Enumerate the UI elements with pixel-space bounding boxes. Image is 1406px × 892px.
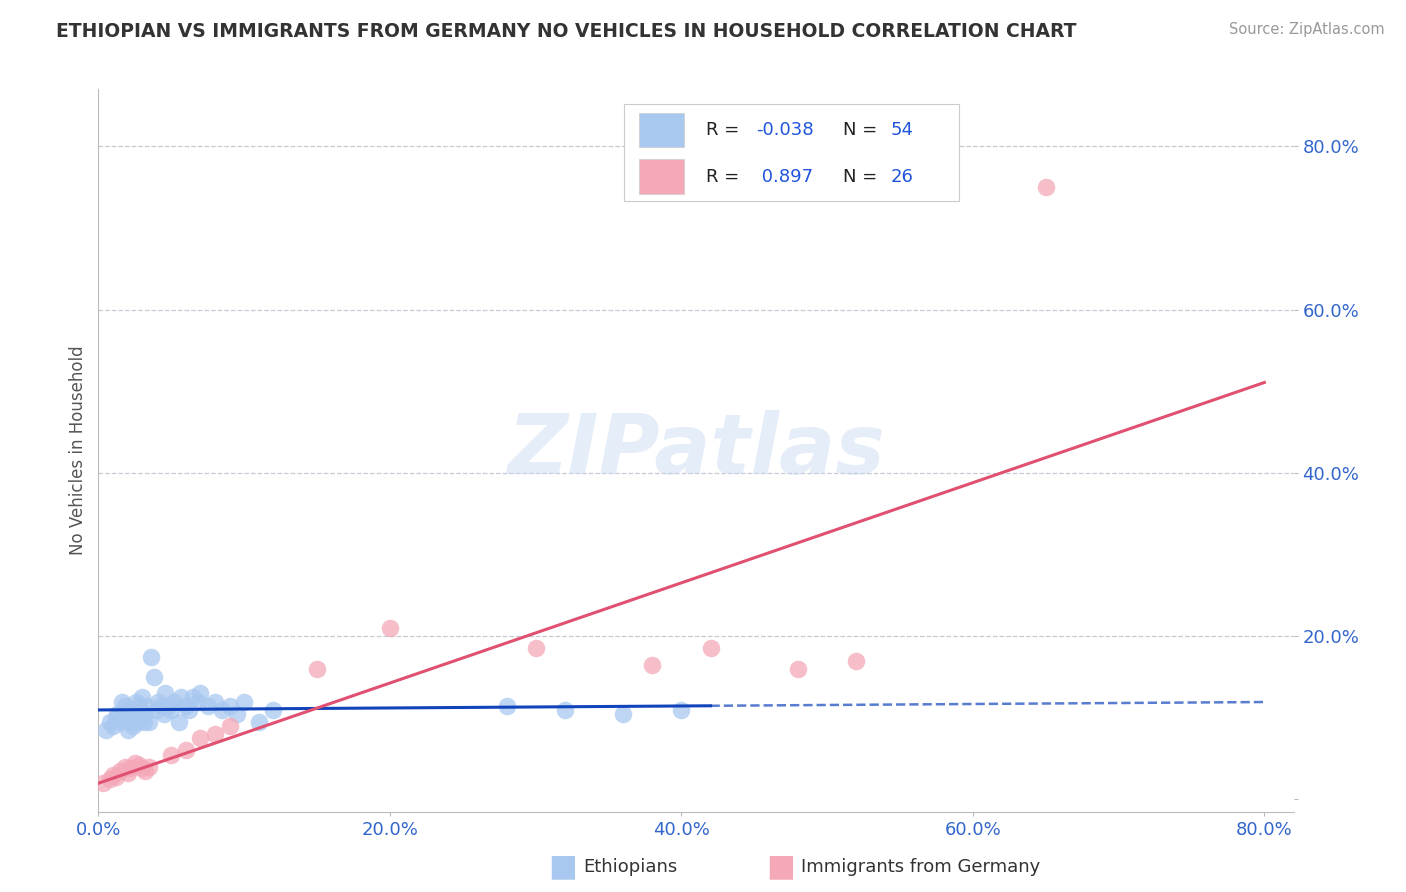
Text: Source: ZipAtlas.com: Source: ZipAtlas.com	[1229, 22, 1385, 37]
Text: 54: 54	[891, 121, 914, 139]
Point	[110, 764, 132, 778]
Point	[134, 764, 156, 778]
Point	[305, 662, 328, 676]
Point	[114, 760, 136, 774]
Point	[104, 711, 127, 725]
Point	[233, 694, 256, 708]
Point	[131, 711, 153, 725]
Point	[181, 690, 204, 705]
Point	[138, 760, 160, 774]
Point	[177, 703, 200, 717]
Point	[94, 723, 117, 737]
Point	[524, 641, 547, 656]
Point	[120, 711, 142, 725]
Point	[160, 703, 183, 717]
Point	[104, 770, 127, 784]
Point	[699, 641, 721, 656]
Point	[117, 766, 139, 780]
Point	[157, 698, 180, 713]
Point	[135, 698, 157, 713]
Point	[174, 698, 197, 713]
Point	[225, 706, 247, 721]
Point	[204, 727, 226, 741]
Point	[139, 649, 162, 664]
Point	[128, 698, 150, 713]
Point	[98, 772, 121, 786]
Text: ZIPatlas: ZIPatlas	[508, 410, 884, 491]
Text: 26: 26	[891, 168, 914, 186]
Text: ■: ■	[766, 853, 794, 881]
Point	[112, 711, 135, 725]
Text: Immigrants from Germany: Immigrants from Germany	[801, 858, 1040, 876]
Point	[845, 654, 868, 668]
Point	[114, 698, 136, 713]
Text: N =: N =	[844, 168, 883, 186]
Point	[148, 694, 170, 708]
Point	[167, 714, 190, 729]
Point	[190, 731, 212, 746]
Bar	[638, 112, 685, 147]
Point	[105, 706, 128, 721]
Point	[101, 768, 124, 782]
Point	[101, 719, 124, 733]
Point	[190, 686, 212, 700]
Text: ■: ■	[548, 853, 576, 881]
Point	[186, 694, 208, 708]
Point	[211, 703, 233, 717]
Text: 0.897: 0.897	[756, 168, 813, 186]
Point	[98, 714, 121, 729]
Point	[128, 758, 150, 772]
Text: N =: N =	[844, 121, 883, 139]
Point	[127, 714, 149, 729]
Point	[120, 714, 142, 729]
Point	[204, 694, 226, 708]
Bar	[638, 160, 685, 194]
Text: R =: R =	[706, 168, 745, 186]
Point	[155, 686, 177, 700]
Point	[120, 761, 142, 775]
Point	[641, 657, 664, 672]
Point	[174, 743, 197, 757]
Point	[153, 706, 176, 721]
Point	[495, 698, 517, 713]
Point	[145, 703, 167, 717]
Point	[121, 703, 143, 717]
Text: Ethiopians: Ethiopians	[583, 858, 678, 876]
Point	[117, 723, 139, 737]
Point	[131, 761, 153, 775]
Point	[160, 747, 183, 762]
Point	[124, 706, 146, 721]
Y-axis label: No Vehicles in Household: No Vehicles in Household	[69, 345, 87, 556]
Text: ETHIOPIAN VS IMMIGRANTS FROM GERMANY NO VEHICLES IN HOUSEHOLD CORRELATION CHART: ETHIOPIAN VS IMMIGRANTS FROM GERMANY NO …	[56, 22, 1077, 41]
Point	[218, 698, 240, 713]
Text: R =: R =	[706, 121, 745, 139]
Point	[218, 719, 240, 733]
Point	[554, 703, 576, 717]
Point	[122, 719, 145, 733]
Point	[131, 690, 153, 705]
Point	[262, 703, 284, 717]
Point	[138, 714, 160, 729]
Text: -0.038: -0.038	[756, 121, 813, 139]
Point	[197, 698, 219, 713]
Point	[787, 662, 810, 676]
Point	[132, 714, 155, 729]
Point	[117, 703, 139, 717]
Point	[125, 694, 148, 708]
FancyBboxPatch shape	[624, 103, 959, 202]
Point	[111, 694, 134, 708]
Point	[163, 694, 186, 708]
Point	[378, 621, 401, 635]
Point	[247, 714, 270, 729]
Point	[124, 756, 146, 770]
Point	[110, 714, 132, 729]
Point	[142, 670, 165, 684]
Point	[170, 690, 193, 705]
Point	[671, 703, 693, 717]
Point	[91, 776, 114, 790]
Point	[1035, 180, 1057, 194]
Point	[612, 706, 634, 721]
Point	[134, 706, 156, 721]
Point	[150, 698, 173, 713]
